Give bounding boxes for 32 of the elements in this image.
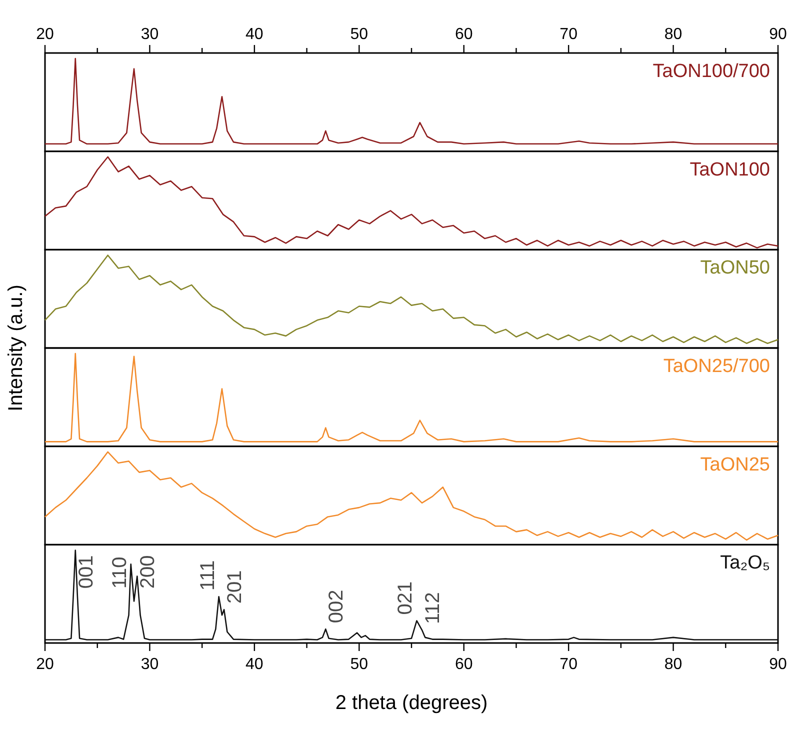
x-axis-title: 2 theta (degrees) (335, 692, 488, 714)
y-axis-title: Intensity (a.u.) (5, 284, 27, 412)
text: TaON50 (700, 258, 770, 279)
annotation: 111 (196, 560, 219, 591)
annotation: 021 (394, 581, 417, 615)
annotation: 201 (224, 570, 246, 604)
text: TaON25 (700, 454, 770, 476)
x-tick-label: 40 (246, 656, 264, 673)
x-tick-label: 80 (664, 656, 682, 673)
annotation: 002 (326, 590, 348, 624)
x2-tick-label: 80 (664, 26, 682, 43)
annotation: 112 (422, 592, 444, 624)
x-tick-label: 60 (454, 656, 473, 673)
text: TaON100 (690, 159, 770, 180)
x2-tick-label: 50 (350, 26, 368, 43)
x2-tick-label: 20 (36, 26, 54, 43)
x2-tick-label: 30 (140, 26, 159, 43)
x2-tick-label: 40 (246, 26, 264, 43)
x2-tick-label: 60 (454, 26, 473, 43)
x2-tick-label: 70 (560, 26, 578, 43)
x-tick-label: 50 (350, 656, 368, 673)
text: Ta₂O₅ (720, 552, 770, 574)
annotation: 200 (137, 555, 160, 589)
x-tick-label: 70 (560, 656, 578, 673)
text: TaON100/700 (652, 61, 770, 82)
annotation: 110 (108, 556, 131, 589)
annotation: 001 (75, 555, 98, 589)
x2-tick-label: 90 (769, 26, 787, 43)
x-tick-label: 90 (769, 656, 787, 673)
x-tick-label: 20 (36, 656, 54, 673)
text: TaON25/700 (663, 356, 770, 377)
x-tick-label: 30 (140, 656, 159, 673)
